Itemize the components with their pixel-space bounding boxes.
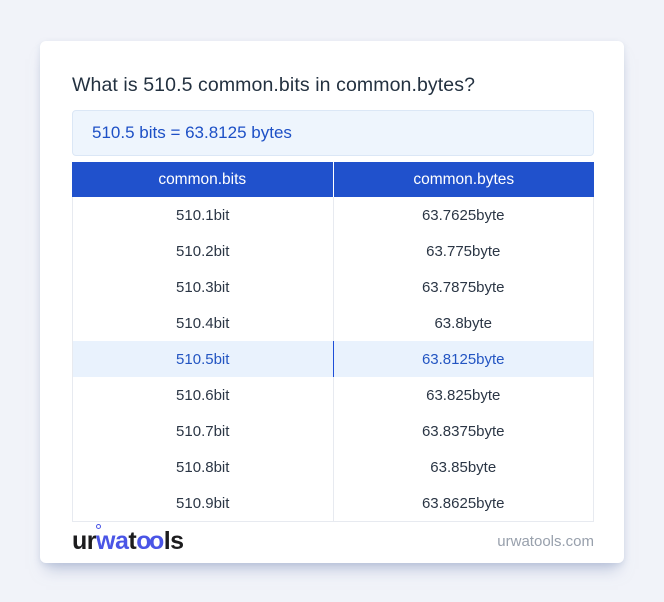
table-cell-bits: 510.8bit (73, 449, 334, 485)
table-body: 510.1bit 63.7625byte 510.2bit 63.775byte… (72, 197, 594, 522)
table-cell-bytes: 63.7625byte (421, 206, 505, 224)
logo-part-oo: oo (136, 526, 164, 555)
table-row: 510.8bit 63.85byte (73, 449, 593, 485)
table-row: 510.6bit 63.825byte (73, 377, 593, 413)
table-cell-bits: 510.9bit (73, 485, 334, 521)
table-row: 510.2bit 63.775byte (73, 233, 593, 269)
table-row: 510.1bit 63.7625byte (73, 197, 593, 233)
table-cell-bytes: 63.825byte (426, 386, 501, 404)
table-header-bytes: common.bytes (413, 170, 515, 188)
table-cell-bits: 510.2bit (73, 233, 334, 269)
site-logo[interactable]: ur watools (72, 523, 184, 555)
table-cell-bytes: 63.8625byte (421, 494, 505, 512)
table-cell-bytes: 63.7875byte (421, 278, 505, 296)
table-cell-bits: 510.6bit (73, 377, 334, 413)
logo-part-wa: wa (96, 526, 129, 555)
table-cell-bytes: 63.8125byte (421, 350, 505, 368)
table-cell-bytes: 63.8byte (434, 314, 493, 332)
table-row: 510.5bit 63.8125byte (73, 341, 593, 377)
table-header-row: common.bits common.bytes (72, 162, 594, 197)
logo-part-ls: ls (163, 526, 184, 555)
table-cell-bits: 510.1bit (73, 197, 334, 233)
logo-part-t: t (128, 526, 137, 555)
table-cell-bits: 510.3bit (73, 269, 334, 305)
table-row: 510.7bit 63.8375byte (73, 413, 593, 449)
conversion-card: What is 510.5 common.bits in common.byte… (40, 41, 624, 563)
table-cell-bytes: 63.85byte (430, 458, 497, 476)
table-cell-bytes: 63.775byte (426, 242, 501, 260)
table-cell-bits: 510.7bit (73, 413, 334, 449)
table-cell-bytes: 63.8375byte (421, 422, 505, 440)
table-row: 510.3bit 63.7875byte (73, 269, 593, 305)
footer-site-text: urwatools.com (497, 532, 594, 550)
answer-box: 510.5 bits = 63.8125 bytes (72, 110, 594, 156)
table-row: 510.9bit 63.8625byte (73, 485, 593, 521)
table-row: 510.4bit 63.8byte (73, 305, 593, 341)
logo-ring-icon (96, 523, 101, 529)
answer-text: 510.5 bits = 63.8125 bytes (92, 123, 292, 142)
footer: ur watools urwatools.com (40, 522, 624, 558)
table-header-bits: common.bits (72, 162, 334, 197)
table-cell-bits: 510.5bit (73, 341, 334, 377)
conversion-table: common.bits common.bytes 510.1bit 63.762… (72, 162, 594, 522)
table-cell-bits: 510.4bit (73, 305, 334, 341)
logo-part-ur: ur (72, 526, 97, 555)
page-title: What is 510.5 common.bits in common.byte… (72, 74, 476, 96)
